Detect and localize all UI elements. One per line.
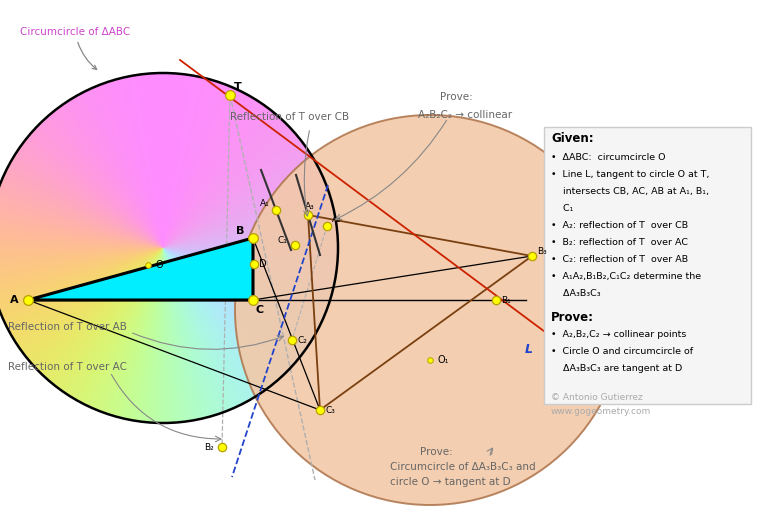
- Text: intersects CB, AC, AB at A₁, B₁,: intersects CB, AC, AB at A₁, B₁,: [551, 187, 709, 196]
- Text: ΔA₃B₃C₃: ΔA₃B₃C₃: [551, 289, 600, 298]
- Text: www.gogeometry.com: www.gogeometry.com: [551, 407, 651, 416]
- Text: Reflection of T over CB: Reflection of T over CB: [230, 112, 349, 122]
- Text: ΔA₃B₃C₃ are tangent at D: ΔA₃B₃C₃ are tangent at D: [551, 364, 683, 373]
- Text: •  ΔABC:  circumcircle O: • ΔABC: circumcircle O: [551, 153, 666, 162]
- Text: O: O: [155, 260, 163, 270]
- Text: •  B₂: reflection of T  over AC: • B₂: reflection of T over AC: [551, 238, 688, 247]
- Text: B₁: B₁: [501, 296, 511, 305]
- Text: C₁: C₁: [277, 236, 287, 245]
- Circle shape: [235, 115, 625, 505]
- Text: •  A₂,B₂,C₂ → collinear points: • A₂,B₂,C₂ → collinear points: [551, 330, 686, 339]
- FancyBboxPatch shape: [544, 127, 751, 404]
- Text: Circumcircle of ΔABC: Circumcircle of ΔABC: [20, 27, 130, 69]
- Text: C₂: C₂: [297, 336, 307, 345]
- Text: B₃: B₃: [537, 247, 546, 256]
- Text: Prove:: Prove:: [440, 92, 473, 102]
- Text: T: T: [234, 82, 242, 92]
- Text: Prove:: Prove:: [420, 447, 453, 457]
- Text: A: A: [10, 295, 18, 305]
- Text: Reflection of T over AC: Reflection of T over AC: [8, 362, 127, 372]
- Text: C₁: C₁: [551, 204, 573, 213]
- Text: A₂: A₂: [332, 215, 342, 224]
- Text: •  C₂: reflection of T  over AB: • C₂: reflection of T over AB: [551, 255, 688, 264]
- Text: •  Circle O and circumcircle of: • Circle O and circumcircle of: [551, 347, 693, 356]
- Text: •  A₂: reflection of T  over CB: • A₂: reflection of T over CB: [551, 221, 688, 230]
- Text: •  A₁A₂,B₁B₂,C₁C₂ determine the: • A₁A₂,B₁B₂,C₁C₂ determine the: [551, 272, 701, 281]
- Text: © Antonio Gutierrez: © Antonio Gutierrez: [551, 393, 643, 402]
- Text: Reflection of T over AB: Reflection of T over AB: [8, 322, 127, 332]
- Text: Given:: Given:: [551, 132, 594, 145]
- Text: D: D: [259, 259, 266, 269]
- Text: A₁: A₁: [260, 199, 269, 208]
- Text: C₃: C₃: [325, 406, 335, 415]
- Text: circle O → tangent at D: circle O → tangent at D: [390, 477, 511, 487]
- Text: •  Line L, tangent to circle O at T,: • Line L, tangent to circle O at T,: [551, 170, 709, 179]
- Polygon shape: [28, 238, 253, 300]
- Text: Circumcircle of ΔA₃B₃C₃ and: Circumcircle of ΔA₃B₃C₃ and: [390, 462, 536, 472]
- Text: A₃: A₃: [305, 202, 315, 211]
- Text: Prove:: Prove:: [551, 311, 594, 324]
- Text: A₂B₂C₂ → collinear: A₂B₂C₂ → collinear: [418, 110, 512, 120]
- Text: C: C: [256, 305, 264, 315]
- Text: B₂: B₂: [204, 443, 214, 452]
- Text: L: L: [525, 343, 533, 356]
- Text: O₁: O₁: [437, 355, 448, 365]
- Text: B: B: [236, 226, 244, 236]
